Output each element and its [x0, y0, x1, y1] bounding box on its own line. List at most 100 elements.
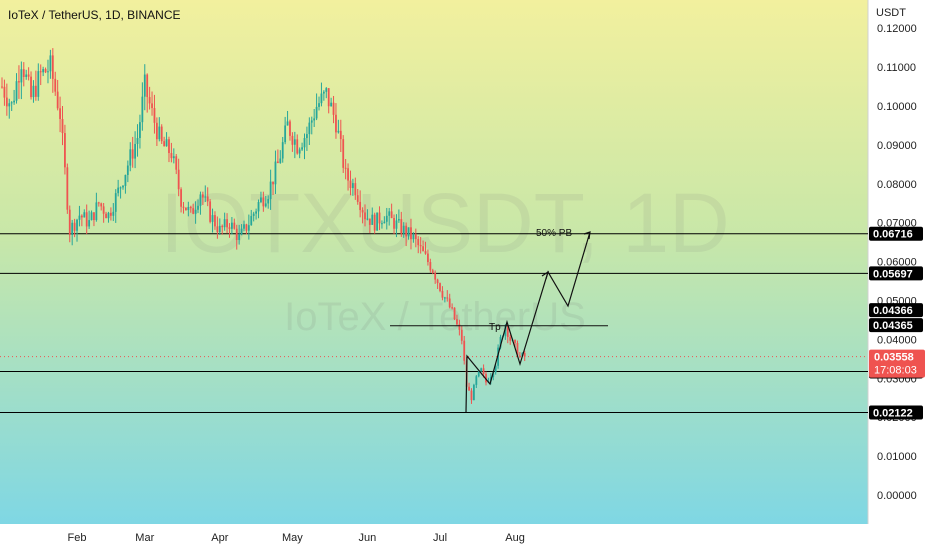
candle-body — [441, 290, 444, 298]
candle-body — [211, 215, 214, 222]
candle-body — [368, 218, 371, 225]
candle-body — [47, 71, 49, 73]
x-tick-label: Feb — [68, 532, 87, 544]
candle-body — [27, 74, 30, 77]
watermark-symbol: IOTXUSDT, 1D — [160, 176, 729, 270]
candle-body — [354, 183, 357, 196]
candle-body — [158, 126, 161, 140]
candle-body — [499, 336, 502, 348]
candle-body — [44, 69, 47, 73]
candle-body — [240, 228, 243, 235]
candle-body — [221, 225, 224, 228]
arrowhead-top — [583, 231, 591, 240]
candle-body — [303, 138, 306, 148]
candle-body — [332, 102, 335, 115]
candle-body — [480, 368, 483, 372]
x-tick-label: Apr — [211, 532, 228, 544]
candle-body — [233, 222, 236, 229]
drawing-annotations[interactable]: Tp 50% PB — [390, 228, 608, 413]
candle-body — [180, 189, 182, 207]
candle-body — [281, 142, 284, 159]
level-tag-text: 0.06716 — [873, 229, 913, 241]
candle-body — [272, 181, 274, 185]
candle-body — [381, 223, 383, 225]
candle-body — [187, 206, 190, 211]
candle-body — [509, 337, 512, 341]
candle-body — [250, 215, 253, 226]
candle-body — [279, 158, 282, 163]
candle-body — [122, 185, 124, 188]
candle-body — [139, 122, 141, 139]
candle-body — [320, 93, 323, 104]
candle-body — [119, 187, 122, 189]
candle-body — [310, 120, 313, 123]
candle-body — [383, 221, 386, 224]
candle-body — [349, 180, 352, 189]
level-tag: 0.05697 — [869, 266, 923, 281]
candle-body — [49, 55, 52, 72]
candle-body — [344, 167, 347, 169]
candle-body — [100, 203, 103, 207]
candle-body — [313, 118, 316, 121]
candle-body — [443, 297, 446, 299]
candle-body — [463, 340, 466, 361]
currency-label: USDT — [876, 7, 906, 19]
x-tick-label: Mar — [135, 532, 154, 544]
candle-body — [165, 139, 168, 147]
candle-body — [235, 228, 238, 240]
candle-body — [422, 246, 424, 252]
candle-body — [64, 133, 66, 168]
candle-body — [431, 270, 434, 273]
candle-body — [482, 368, 485, 374]
candle-body — [410, 227, 412, 240]
candle-body — [506, 326, 509, 338]
candle-body — [257, 202, 260, 212]
candle-body — [73, 222, 76, 231]
candle-body — [446, 297, 449, 299]
candle-body — [243, 224, 245, 229]
candle-body — [20, 69, 23, 83]
candle-body — [269, 181, 272, 200]
candle-body — [514, 339, 516, 343]
chart-title: IoTeX / TetherUS, 1D, BINANCE — [8, 8, 181, 22]
candle-body — [10, 102, 13, 104]
candle-body — [400, 219, 403, 234]
level-tag-text: 0.05697 — [873, 268, 913, 280]
candle-body — [364, 212, 366, 220]
candle-body — [204, 196, 207, 198]
y-tick-label: 0.09000 — [877, 140, 917, 152]
value-tag: 0.04366 — [869, 303, 923, 318]
candle-body — [448, 298, 451, 308]
candle-body — [267, 199, 270, 204]
candle-body — [197, 205, 199, 210]
level-tag-text: 0.02122 — [873, 407, 913, 419]
candle-body — [395, 220, 398, 229]
y-tick-label: 0.12000 — [877, 23, 917, 35]
candle-body — [61, 119, 64, 134]
candle-body — [97, 202, 100, 204]
candle-body — [361, 210, 364, 213]
value-tag-bg — [869, 318, 923, 333]
candle-body — [424, 251, 427, 254]
candle-body — [199, 194, 202, 206]
candle-body — [402, 225, 405, 234]
candle-body — [78, 215, 81, 220]
arrowhead-mid — [541, 270, 550, 280]
candle-body — [3, 86, 6, 98]
candle-body — [238, 234, 241, 240]
candle-body — [131, 149, 134, 159]
candle-body — [22, 69, 25, 77]
candle-body — [260, 197, 262, 203]
candle-body — [330, 102, 333, 107]
y-tick-label: 0.04000 — [877, 334, 917, 346]
candle-body — [296, 139, 299, 154]
time-axis-panel[interactable] — [0, 524, 868, 550]
x-axis: Feb Mar Apr May Jun Jul Aug — [68, 532, 525, 544]
candle-body — [151, 103, 153, 109]
candle-body — [66, 167, 69, 210]
candle-body — [39, 71, 42, 73]
horizontal-levels — [0, 233, 868, 413]
